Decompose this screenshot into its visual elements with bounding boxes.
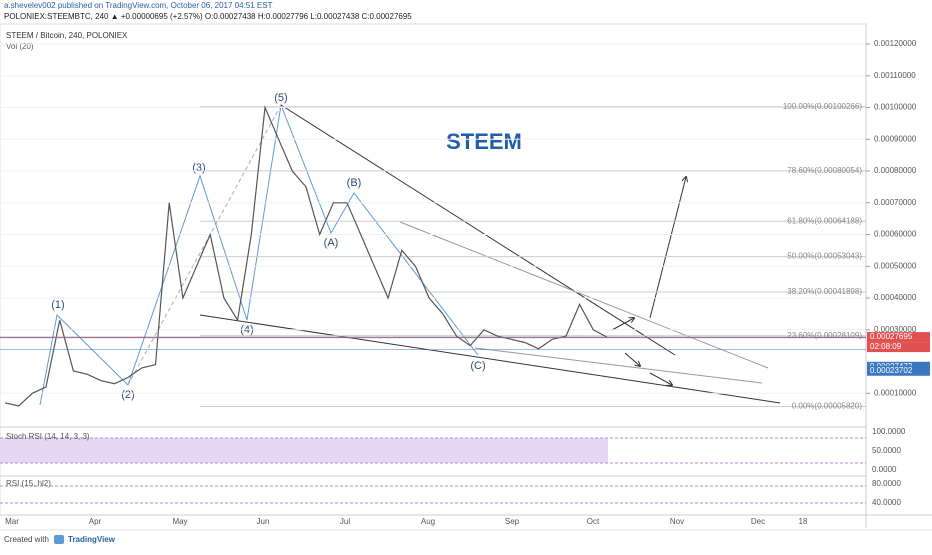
x-tick-label: Nov <box>670 517 684 526</box>
y-tick-label: 0.00120000 <box>874 39 917 48</box>
x-tick-label: Dec <box>751 517 765 526</box>
trend-line <box>280 104 676 356</box>
wave-label: (5) <box>274 92 287 104</box>
stoch-tick: 100.0000 <box>872 427 906 436</box>
y-tick-label: 0.00030000 <box>874 325 917 334</box>
stoch-title: Stoch RSI (14, 14, 3, 3) <box>6 432 90 441</box>
rsi-tick: 40.0000 <box>872 498 901 507</box>
x-tick-label: Aug <box>421 517 435 526</box>
wave-label: (B) <box>347 177 362 189</box>
logo-icon <box>54 535 64 544</box>
x-tick-label: May <box>172 517 187 526</box>
y-tick-label: 0.00060000 <box>874 230 917 239</box>
fib-label: 61.80%(0.00064188) <box>787 216 862 225</box>
fib-label: 38.20%(0.00041898) <box>787 287 862 296</box>
wave-label: (A) <box>324 237 339 249</box>
x-tick-label: Sep <box>505 517 520 526</box>
watermark: STEEM <box>446 129 522 154</box>
trend-line <box>474 347 763 384</box>
countdown-bg <box>867 342 930 353</box>
x-tick-label: 18 <box>799 517 808 526</box>
countdown: 02:08:09 <box>870 342 902 351</box>
trend-line <box>399 221 769 369</box>
y-tick-label: 0.00040000 <box>874 293 917 302</box>
x-tick-label: Oct <box>587 517 600 526</box>
y-tick-label: 0.00100000 <box>874 103 917 112</box>
fib-label: 50.00%(0.00053043) <box>787 252 862 261</box>
rsi-tick: 80.0000 <box>872 479 901 488</box>
fib-label: 0.00%(0.00005820) <box>792 402 863 411</box>
x-tick-label: Jun <box>257 517 270 526</box>
y-tick-label: 0.00050000 <box>874 261 917 270</box>
price-tag-bg <box>867 365 930 376</box>
byline: a.shevelev002 published on TradingView.c… <box>4 1 273 10</box>
price-line <box>4 105 608 407</box>
wave-label: (C) <box>470 360 485 372</box>
price-tag: 0.00023702 <box>870 366 913 375</box>
chart-title: STEEM / Bitcoin, 240, POLONIEX <box>6 31 128 40</box>
footer-brand[interactable]: TradingView <box>68 535 116 544</box>
arrow <box>624 352 640 366</box>
x-tick-label: Jul <box>340 517 350 526</box>
y-tick-label: 0.00070000 <box>874 198 917 207</box>
footer-created: Created with <box>4 535 49 544</box>
fib-label: 78.60%(0.00080054) <box>787 166 862 175</box>
volume-label: Vol (20) <box>6 42 34 51</box>
stoch-band <box>0 438 608 463</box>
symbol-line: POLONIEX:STEEMBTC, 240 ▲ +0.00000695 (+2… <box>4 12 412 21</box>
y-tick-label: 0.00080000 <box>874 166 917 175</box>
wave-label: (1) <box>51 299 64 311</box>
wave-label: (2) <box>121 389 134 401</box>
fib-label: 23.60%(0.00028109) <box>787 331 862 340</box>
price-tag: 0.00027695 <box>870 332 913 341</box>
fib-label: 100.00%(0.00100266) <box>783 102 863 111</box>
elliott-wave <box>39 103 479 406</box>
arrow <box>611 318 634 331</box>
rsi-title: RSI (15, hl2) <box>6 479 51 488</box>
x-tick-label: Apr <box>89 517 102 526</box>
arrow <box>649 372 672 385</box>
arrow <box>649 177 686 319</box>
x-tick-label: Mar <box>5 517 19 526</box>
stoch-tick: 0.0000 <box>872 465 897 474</box>
wave-label: (3) <box>192 162 205 174</box>
stoch-tick: 50.0000 <box>872 446 901 455</box>
y-tick-label: 0.00110000 <box>874 71 916 80</box>
y-tick-label: 0.00010000 <box>874 388 917 397</box>
y-tick-label: 0.00090000 <box>874 134 917 143</box>
price-tag-bg <box>867 332 930 343</box>
